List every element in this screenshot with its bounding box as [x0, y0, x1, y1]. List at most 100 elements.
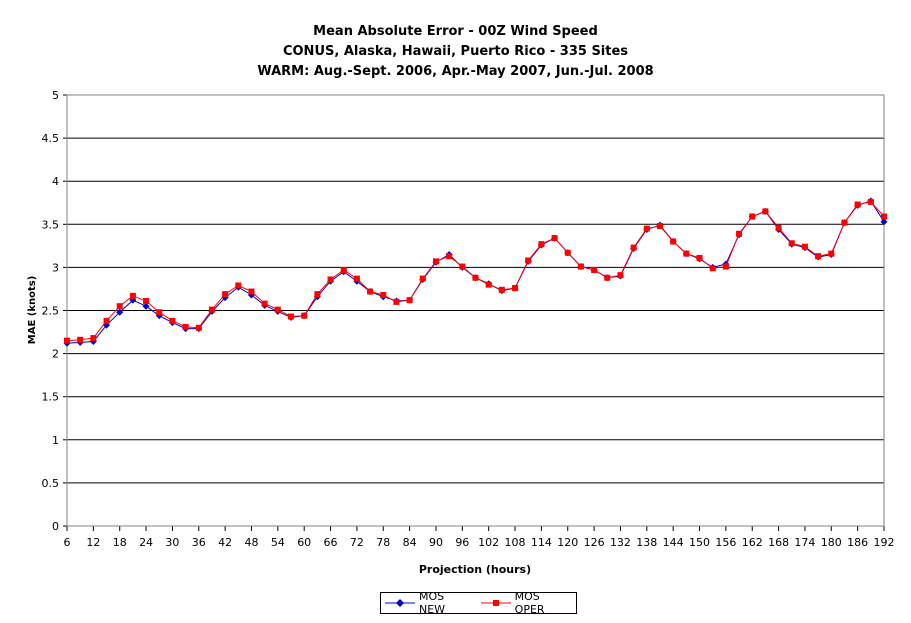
data-point	[156, 309, 163, 316]
data-point	[854, 201, 861, 208]
data-point	[367, 288, 374, 295]
y-axis-label: MAE (knots)	[27, 276, 38, 345]
data-point	[446, 253, 453, 260]
data-point	[182, 323, 189, 330]
data-point	[564, 249, 571, 256]
data-point	[604, 274, 611, 281]
y-tick-label: 1	[52, 434, 59, 447]
x-tick-label: 60	[297, 536, 311, 549]
data-point	[801, 243, 808, 250]
x-tick-label: 192	[874, 536, 895, 549]
x-tick-label: 108	[505, 536, 526, 549]
y-tick-label: 3.5	[42, 218, 60, 231]
data-point	[472, 274, 479, 281]
data-point	[538, 241, 545, 248]
y-tick-label: 0	[52, 520, 59, 533]
chart-legend: MOS NEW MOS OPER	[380, 590, 577, 616]
x-tick-label: 186	[847, 536, 868, 549]
x-tick-label: 150	[689, 536, 710, 549]
data-point	[261, 300, 268, 307]
x-tick-label: 84	[403, 536, 417, 549]
data-point	[222, 291, 229, 298]
x-tick-label: 78	[376, 536, 390, 549]
x-tick-label: 162	[742, 536, 763, 549]
x-axis-ticks: 6 12 18 24 30 36 42 48 54 60 66 72 78 84 90 96 102 108 114…	[64, 95, 895, 549]
x-tick-label: 138	[636, 536, 657, 549]
x-tick-label: 144	[663, 536, 684, 549]
x-tick-label: 30	[165, 536, 179, 549]
y-tick-label: 4	[52, 175, 59, 188]
x-tick-label: 48	[244, 536, 258, 549]
data-point	[340, 266, 347, 273]
data-point	[630, 244, 637, 251]
legend-swatch-diamond-icon	[385, 597, 415, 609]
x-tick-label: 24	[139, 536, 153, 549]
x-tick-label: 132	[610, 536, 631, 549]
data-point	[393, 298, 400, 305]
data-point	[683, 250, 690, 257]
x-tick-label: 114	[531, 536, 552, 549]
data-point	[525, 257, 532, 264]
legend-item-mos-oper: MOS OPER	[480, 590, 570, 616]
legend-label-mos-oper: MOS OPER	[514, 590, 545, 616]
data-point	[248, 288, 255, 295]
data-point	[116, 303, 123, 310]
data-point	[380, 291, 387, 298]
data-point	[485, 281, 492, 288]
data-point	[696, 254, 703, 261]
data-point	[195, 324, 202, 331]
data-point	[116, 308, 124, 316]
x-tick-label: 126	[584, 536, 605, 549]
data-point	[591, 266, 598, 273]
y-tick-label: 0.5	[42, 477, 60, 490]
data-point	[643, 225, 650, 232]
data-point	[617, 272, 624, 279]
data-point	[749, 213, 756, 220]
y-tick-label: 3	[52, 261, 59, 274]
series-line	[66, 201, 885, 342]
data-point	[788, 240, 795, 247]
y-tick-label: 5	[52, 89, 59, 102]
data-point	[143, 298, 150, 305]
data-point	[235, 282, 242, 289]
x-tick-label: 180	[821, 536, 842, 549]
data-point	[274, 306, 281, 313]
gridlines	[67, 137, 884, 484]
data-point	[880, 218, 888, 226]
data-point	[406, 297, 413, 304]
data-point	[867, 198, 874, 205]
data-point	[551, 235, 558, 242]
data-point	[670, 238, 677, 245]
data-point	[327, 276, 334, 283]
x-tick-label: 174	[794, 536, 815, 549]
data-point	[419, 275, 426, 282]
x-axis-label: Projection (hours)	[419, 563, 531, 576]
chart-subtitle-2: WARM: Aug.-Sept. 2006, Apr.-May 2007, Ju…	[257, 64, 654, 79]
data-point	[353, 275, 360, 282]
data-point	[288, 313, 295, 320]
chart-title: Mean Absolute Error - 00Z Wind Speed	[313, 24, 598, 39]
data-point	[828, 250, 835, 257]
data-point	[498, 286, 505, 293]
data-point	[169, 317, 176, 324]
data-point	[314, 291, 321, 298]
data-point	[881, 213, 887, 220]
data-point	[577, 263, 584, 270]
y-tick-label: 1.5	[42, 391, 60, 404]
x-tick-label: 12	[86, 536, 100, 549]
legend-swatch-square-icon	[480, 597, 511, 609]
y-axis-ticks: 0 0.5 1 1.5 2 2.5 3 3.5 4 4.5 5	[42, 89, 67, 533]
data-point	[815, 253, 822, 260]
data-point	[459, 263, 466, 270]
data-point	[432, 258, 439, 265]
x-tick-label: 6	[64, 536, 71, 549]
data-point	[103, 317, 110, 324]
data-point	[722, 263, 729, 270]
data-point	[762, 208, 769, 215]
x-tick-label: 90	[429, 536, 443, 549]
x-tick-label: 42	[218, 536, 232, 549]
data-point	[64, 337, 70, 344]
x-tick-label: 102	[478, 536, 499, 549]
y-tick-label: 2.5	[42, 305, 60, 318]
data-point	[709, 265, 716, 272]
